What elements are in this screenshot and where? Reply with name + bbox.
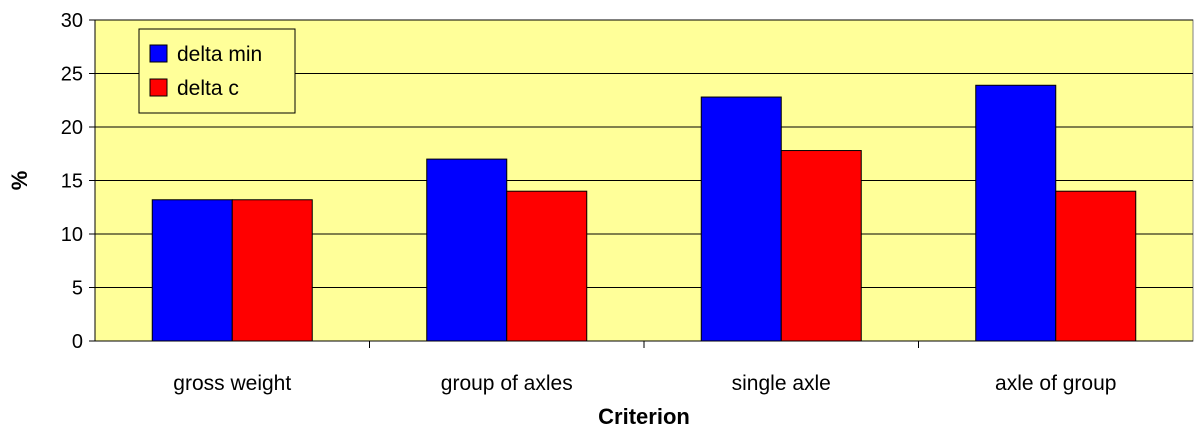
bar xyxy=(975,84,1057,342)
x-tick-label: gross weight xyxy=(173,372,291,395)
y-tick-label: 0 xyxy=(72,331,83,353)
legend-swatch xyxy=(149,44,168,63)
legend-label: delta c xyxy=(177,77,239,100)
x-tick-label: group of axles xyxy=(441,372,573,395)
y-tick-label: 20 xyxy=(61,117,83,139)
bar xyxy=(700,96,782,342)
y-tick-label: 25 xyxy=(61,64,83,86)
legend-label: delta min xyxy=(177,43,262,66)
y-tick-labels: 0 5 10 15 20 25 30 xyxy=(61,10,83,353)
x-tick-label: axle of group xyxy=(995,372,1116,395)
bar xyxy=(1055,190,1137,342)
y-tick-label: 30 xyxy=(61,10,83,32)
y-tick-label: 10 xyxy=(61,224,83,246)
y-axis-label: % xyxy=(7,171,32,191)
legend: delta min delta c xyxy=(138,28,296,114)
bar xyxy=(780,150,862,342)
axes xyxy=(89,19,1193,348)
legend-box xyxy=(138,28,296,114)
x-tick-labels: gross weight group of axles single axle axl… xyxy=(173,372,1116,395)
bars xyxy=(151,84,1137,342)
bar xyxy=(506,190,588,342)
bar xyxy=(426,158,508,342)
y-tick-label: 15 xyxy=(61,171,83,193)
x-axis-label: Criterion xyxy=(598,404,690,429)
y-tick-label: 5 xyxy=(72,278,83,300)
x-tick-label: single axle xyxy=(732,372,831,395)
bar xyxy=(231,199,313,342)
bar xyxy=(151,199,233,342)
legend-swatch xyxy=(149,78,168,97)
